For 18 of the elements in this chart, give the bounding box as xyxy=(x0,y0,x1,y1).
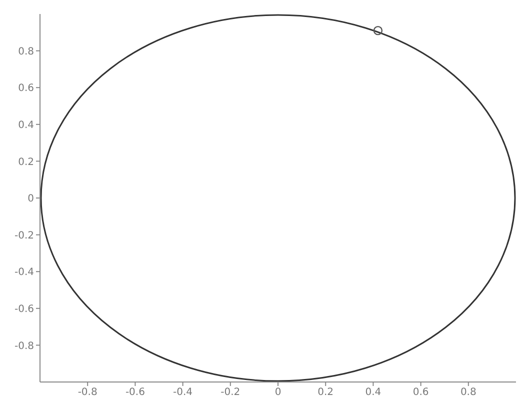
x-tick-label: 0.8 xyxy=(460,387,476,398)
y-tick-label: 0.6 xyxy=(18,83,34,94)
x-tick-label: -0.6 xyxy=(125,387,145,398)
x-tick-label: 0.2 xyxy=(318,387,334,398)
y-tick-label: -0.8 xyxy=(14,340,34,352)
y-tick-label: 0.4 xyxy=(18,120,34,131)
y-tick-label: 0 xyxy=(28,194,34,205)
x-tick-label: -0.2 xyxy=(220,387,240,398)
x-tick-label: 0.4 xyxy=(365,387,382,398)
x-tick-label: 0.6 xyxy=(412,387,429,398)
y-tick-label: 0.2 xyxy=(18,156,34,168)
x-tick-label: -0.4 xyxy=(173,387,193,398)
y-tick-label: -0.4 xyxy=(14,267,34,278)
x-tick-label: 0 xyxy=(274,387,282,398)
x-tick-label: -0.8 xyxy=(78,387,98,398)
y-tick-label: -0.2 xyxy=(14,230,34,242)
y-tick-label: 0.8 xyxy=(18,46,34,58)
y-tick-label: -0.6 xyxy=(14,304,34,315)
